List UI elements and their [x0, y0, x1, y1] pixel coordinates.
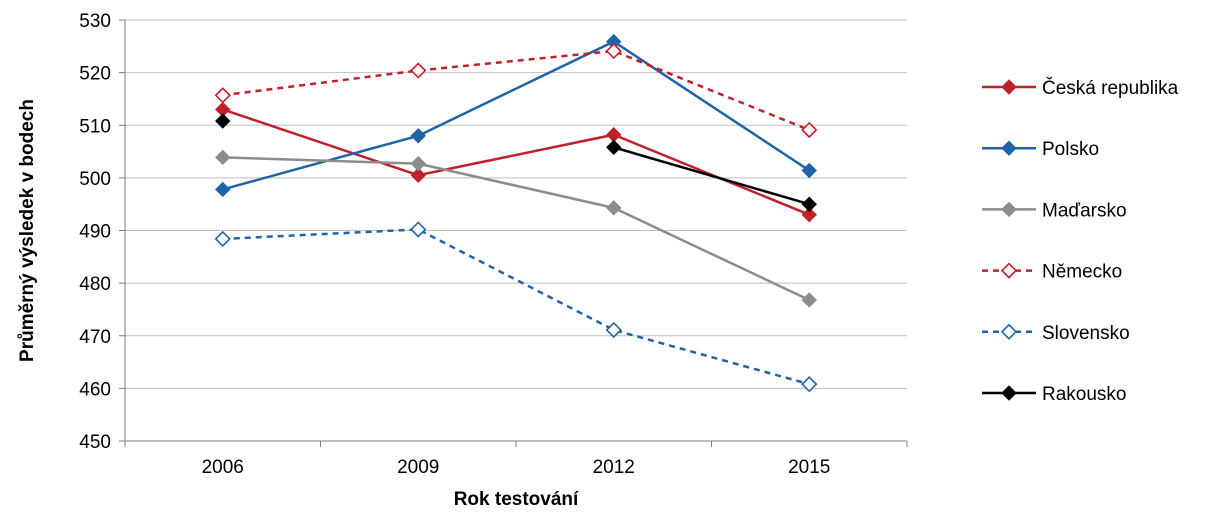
data-point: [410, 128, 426, 144]
data-point: [605, 321, 622, 339]
legend-label: Slovensko: [1042, 323, 1130, 344]
y-tick-label: 530: [79, 11, 111, 32]
y-tick-label: 520: [79, 64, 111, 85]
data-point: [801, 376, 818, 393]
data-point: [801, 162, 817, 179]
legend-item: Maďarsko: [982, 200, 1127, 221]
y-tick-label: 500: [79, 169, 111, 190]
legend-label: Česká republika: [1042, 77, 1179, 99]
data-point: [801, 196, 817, 212]
data-point: [215, 113, 231, 129]
series-6: [215, 113, 817, 212]
data-point: [801, 292, 817, 308]
series-2: [215, 33, 817, 198]
legend-label: Polsko: [1042, 139, 1099, 160]
legend-label: Německo: [1042, 262, 1122, 283]
series-1: [215, 101, 817, 223]
series-5: [214, 221, 818, 393]
legend-label: Maďarsko: [1042, 200, 1127, 221]
x-tick-label: 2006: [202, 457, 244, 478]
legend: Česká republika Polsko Maďarsko Německo Slov…: [982, 77, 1179, 405]
y-tick-label: 460: [79, 379, 111, 400]
legend-item: Německo: [982, 262, 1122, 283]
y-axis-title: Průměrný výsledek v bodech: [17, 99, 38, 362]
data-point: [215, 181, 231, 198]
series-line: [222, 40, 810, 191]
data-point: [606, 127, 622, 143]
legend-marker: [1001, 140, 1017, 156]
gridlines: [125, 19, 907, 389]
data-point: [801, 121, 818, 139]
y-tick-label: 510: [79, 116, 111, 137]
data-point: [606, 200, 622, 216]
data-point: [606, 139, 622, 156]
data-point: [215, 149, 231, 166]
series-4: [214, 42, 818, 139]
legend-marker: [1000, 323, 1018, 340]
data-point: [410, 221, 427, 238]
data-point: [801, 207, 817, 223]
legend-label: Rakousko: [1042, 384, 1127, 405]
legend-item: Česká republika: [982, 77, 1179, 99]
legend-marker: [1000, 262, 1018, 279]
y-tick-label: 470: [79, 327, 111, 348]
axes: 450 460 470 480 490 500 510 520 530 2006 2009 2012 2…: [79, 11, 908, 478]
data-point: [214, 230, 231, 248]
y-tick-label: 490: [79, 222, 111, 243]
legend-item: Slovensko: [982, 323, 1130, 344]
series: [214, 33, 818, 393]
legend-item: Rakousko: [982, 384, 1127, 405]
x-tick-label: 2012: [593, 457, 635, 478]
series-line: [222, 49, 810, 132]
data-point: [410, 167, 426, 183]
legend-marker: [1001, 385, 1017, 401]
data-point: [410, 155, 426, 172]
legend-item: Polsko: [982, 139, 1099, 160]
y-tick-label: 480: [79, 274, 111, 295]
series-line: [613, 146, 810, 206]
x-tick-label: 2015: [788, 457, 830, 478]
x-tick-label: 2009: [397, 457, 439, 478]
x-axis-title: Rok testování: [454, 489, 579, 510]
series-line: [222, 156, 810, 302]
legend-marker: [1001, 201, 1017, 218]
y-tick-label: 450: [79, 432, 111, 453]
data-point: [605, 42, 622, 60]
series-3: [215, 149, 817, 308]
legend-marker: [1001, 79, 1017, 95]
data-point: [214, 87, 231, 104]
data-point: [410, 62, 427, 79]
series-line: [222, 228, 810, 386]
